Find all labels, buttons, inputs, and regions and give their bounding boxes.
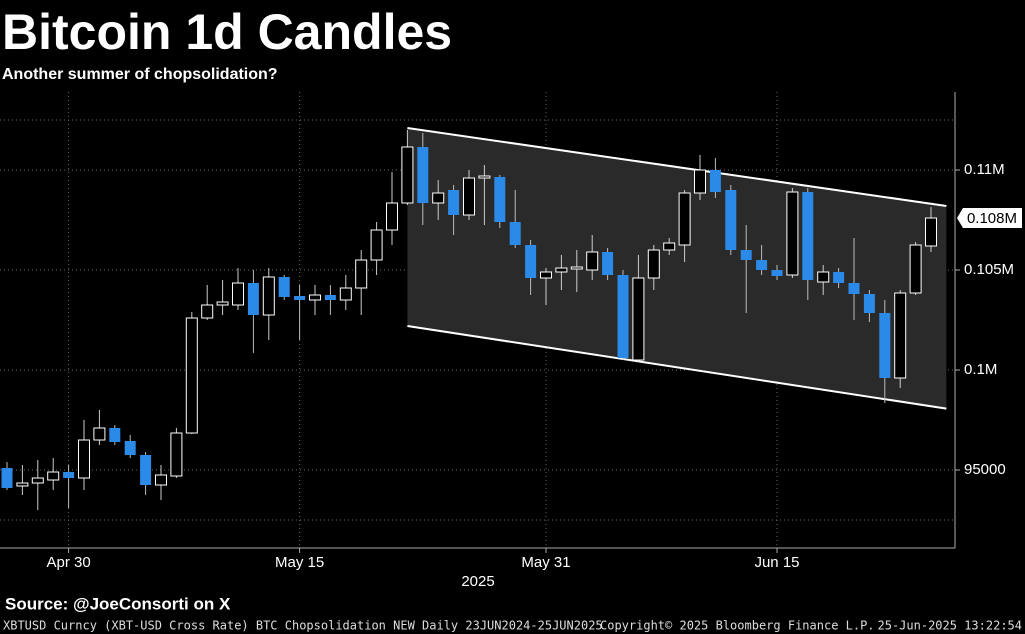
channel-line	[407, 127, 947, 207]
plot-area	[0, 92, 960, 553]
chart-title: Bitcoin 1d Candles	[2, 4, 452, 60]
candle-body	[494, 177, 506, 222]
candle-body	[925, 217, 937, 247]
candle-body	[694, 169, 706, 194]
candle-body	[817, 271, 830, 283]
y-tick-label: 0.105M	[964, 261, 1014, 278]
candle-body	[678, 192, 691, 246]
candle-body	[863, 294, 875, 313]
candle-body	[663, 242, 676, 251]
candle-body	[725, 190, 737, 250]
candle-body	[262, 276, 275, 316]
candle-body	[540, 271, 552, 279]
candle-body	[401, 146, 414, 204]
candle-body	[140, 455, 152, 485]
candle-body	[109, 428, 121, 442]
channel-line	[407, 325, 947, 410]
x-tick-label: Jun 15	[754, 554, 799, 571]
x-tick-label: Apr 30	[46, 554, 90, 571]
candle-body	[848, 283, 860, 294]
candle-body	[278, 277, 290, 297]
candle-body	[16, 482, 29, 487]
candle-body	[833, 272, 845, 283]
candle-body	[31, 477, 44, 484]
candle-body	[786, 191, 799, 276]
candle-body	[247, 283, 259, 315]
candle-body	[632, 277, 645, 361]
candle-body	[201, 304, 214, 319]
x-tick-label: May 31	[521, 554, 570, 571]
candle-body	[93, 427, 106, 441]
candle-body	[740, 250, 752, 260]
candle-body	[709, 170, 721, 192]
candle-body	[63, 472, 75, 478]
chart-subtitle: Another summer of chopsolidation?	[2, 66, 278, 83]
candle-body	[771, 270, 783, 276]
candle-body	[756, 260, 768, 270]
candle-body	[232, 282, 244, 306]
last-price-box	[957, 208, 1022, 228]
candle-body	[509, 222, 521, 245]
candle-body	[386, 202, 398, 231]
candle-body	[617, 275, 629, 358]
candle-body	[909, 244, 922, 294]
timestamp: 25-Jun-2025 13:22:54	[878, 619, 1023, 633]
candle-body	[570, 266, 583, 270]
y-tick-label: 0.11M	[964, 161, 1005, 178]
candle-body	[417, 147, 429, 203]
candle-body	[463, 177, 475, 216]
candle-body	[647, 249, 660, 279]
y-tick-label: 0.1M	[964, 361, 997, 378]
candle-body	[339, 287, 352, 301]
candle-body	[555, 267, 568, 273]
candle-body	[124, 441, 136, 455]
x-axis-label: 2025	[461, 573, 494, 590]
candle-body	[602, 252, 614, 275]
candle-body	[525, 245, 537, 278]
candle-body	[294, 296, 306, 300]
copyright: Copyright© 2025 Bloomberg Finance L.P.	[600, 619, 875, 633]
footnote: XBTUSD Curncy (XBT-USD Cross Rate) BTC C…	[3, 619, 603, 633]
candle-body	[432, 192, 445, 204]
source: Source: @JoeConsorti on X	[5, 594, 231, 613]
candle-body	[216, 301, 229, 306]
y-tick-label: 95000	[964, 461, 1006, 478]
candle-body	[448, 190, 460, 215]
candle-body	[170, 432, 183, 477]
candle-body	[879, 313, 891, 378]
candle-body	[894, 292, 907, 379]
candle-body	[586, 251, 599, 271]
candle-body	[370, 229, 383, 261]
x-tick-label: May 15	[275, 554, 324, 571]
candle-body	[355, 259, 368, 289]
candle-body	[1, 468, 13, 488]
candle-body	[47, 471, 60, 481]
candle-body	[185, 317, 198, 434]
candle-body	[155, 474, 167, 486]
candle-body	[309, 294, 321, 301]
candle-body	[802, 192, 814, 280]
last-price-label: 0.108M	[967, 210, 1017, 227]
candle-body	[78, 439, 90, 479]
candle-body	[478, 175, 491, 179]
candle-body	[324, 295, 336, 300]
